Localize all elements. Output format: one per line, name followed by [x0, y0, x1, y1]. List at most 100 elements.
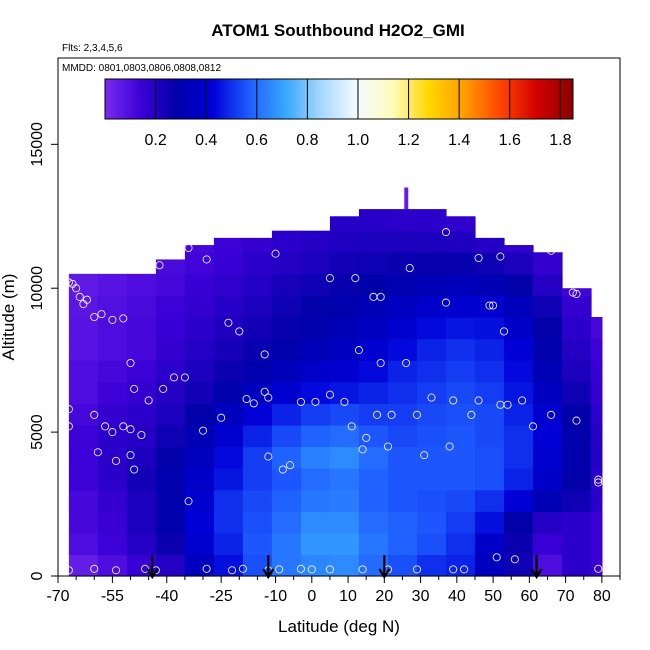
field-cell — [503, 446, 534, 469]
field-cell — [155, 532, 186, 556]
field-cell — [184, 273, 215, 297]
y-tick-label: 10000 — [29, 266, 46, 311]
field-cell — [561, 446, 592, 469]
field-cell — [242, 338, 273, 361]
field-cell — [155, 554, 186, 577]
field-cell — [68, 468, 99, 491]
field-cell — [387, 424, 418, 448]
field-cell — [387, 230, 418, 253]
field-cell — [532, 360, 563, 383]
field-cell — [184, 338, 215, 361]
sample-point — [275, 565, 284, 574]
field-cell — [503, 295, 534, 318]
sample-point — [126, 425, 135, 434]
field-cell — [242, 360, 273, 383]
field-cell — [271, 554, 302, 577]
field-cell — [213, 237, 244, 253]
field-cell — [155, 381, 186, 404]
field-cell — [329, 532, 360, 556]
sample-point — [528, 422, 538, 431]
field-cell — [503, 338, 534, 361]
field-cell — [68, 317, 99, 340]
field-cell — [155, 446, 186, 469]
sample-point — [594, 564, 603, 573]
field-cell — [213, 295, 244, 318]
field-cell — [184, 532, 215, 556]
x-tick-label: -10 — [264, 588, 287, 605]
field-cell — [155, 259, 186, 275]
field-cell — [561, 424, 592, 448]
field-cell — [532, 532, 563, 556]
field-cell — [561, 511, 592, 534]
sample-point — [460, 565, 469, 574]
sample-point — [184, 497, 193, 506]
field-cell — [358, 209, 389, 232]
x-tick-label: 80 — [593, 588, 611, 605]
sample-point — [90, 564, 99, 573]
field-cell — [387, 295, 418, 318]
field-cell — [445, 446, 476, 469]
field-cell — [68, 489, 99, 512]
field-cell — [387, 317, 418, 340]
field-cell — [300, 381, 331, 404]
field-cell — [213, 252, 244, 275]
sample-point — [202, 564, 211, 573]
colorbar-ramp — [105, 79, 573, 119]
field-cell — [329, 295, 360, 318]
field-cell — [300, 295, 331, 318]
field-cell — [590, 532, 603, 556]
sample-point — [82, 295, 92, 304]
sample-point — [503, 400, 512, 409]
sample-point — [173, 246, 182, 255]
colorbar-tick-label: 0.6 — [246, 132, 268, 149]
field-cell — [329, 216, 360, 232]
field-cell — [155, 295, 186, 318]
field-cell — [242, 252, 273, 275]
sample-point — [249, 399, 258, 408]
sample-point — [202, 255, 211, 264]
field-cell — [68, 511, 99, 534]
field-cell — [590, 338, 603, 361]
field-cell — [329, 338, 360, 361]
field-cell — [242, 489, 273, 512]
field-cell — [590, 403, 603, 426]
field-cell — [329, 381, 360, 404]
field-cell — [300, 338, 331, 361]
field-cell — [271, 446, 302, 469]
field-cell — [590, 511, 603, 534]
field-cell — [300, 252, 331, 275]
field-cell — [271, 338, 302, 361]
field-cell — [271, 511, 302, 534]
field-cell — [561, 554, 592, 577]
field-cell — [416, 273, 447, 297]
sample-point — [572, 416, 581, 425]
field-cell — [300, 446, 331, 469]
field-cell — [387, 403, 418, 426]
field-cell — [242, 237, 273, 253]
field-cell — [97, 554, 128, 577]
field-cell — [242, 468, 273, 491]
sample-point — [101, 422, 110, 431]
field-cell — [213, 403, 244, 426]
sample-point — [180, 373, 189, 382]
field-cell — [97, 468, 128, 491]
field-cell — [184, 403, 215, 426]
field-cell — [561, 295, 592, 318]
field-cell — [416, 468, 447, 491]
sample-point — [420, 451, 429, 460]
field-cell — [445, 230, 476, 253]
field-cell — [97, 360, 128, 383]
field-cell — [358, 295, 389, 318]
field-cell — [68, 295, 99, 318]
chart-title: ATOM1 Southbound H2O2_GMI — [211, 21, 464, 40]
field-cell — [184, 317, 215, 340]
field-cell — [213, 360, 244, 383]
sample-point — [64, 566, 73, 575]
field-cell — [445, 338, 476, 361]
field-cell — [184, 295, 215, 318]
field-cell — [213, 338, 244, 361]
colorbar-tick-label: 0.2 — [144, 132, 166, 149]
sample-point — [75, 292, 84, 301]
field-cell — [329, 511, 360, 534]
sample-point — [405, 264, 414, 273]
